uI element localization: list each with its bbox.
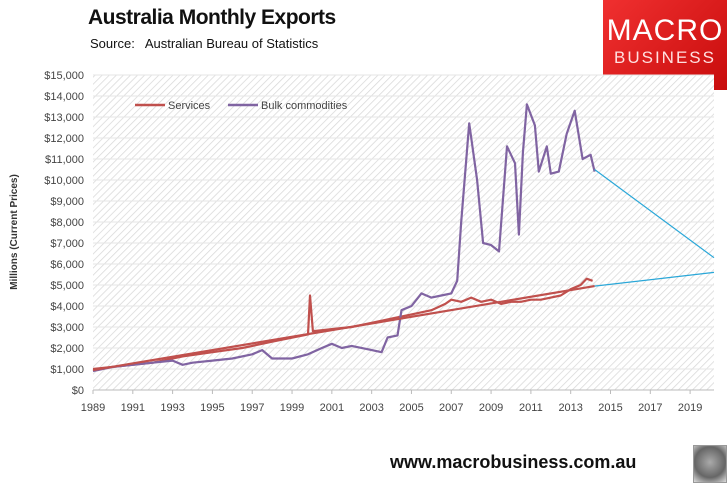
x-tick-label: 2001	[320, 402, 344, 414]
y-tick-label: $0	[72, 385, 84, 397]
x-tick-label: 2009	[479, 402, 503, 414]
x-tick-label: 2017	[638, 402, 662, 414]
x-tick-label: 2005	[399, 402, 423, 414]
y-tick-label: $5,000	[50, 280, 84, 292]
y-tick-label: $2,000	[50, 343, 84, 355]
x-tick-label: 2003	[359, 402, 383, 414]
x-tick-label: 2007	[439, 402, 463, 414]
x-tick-label: 1997	[240, 402, 264, 414]
y-tick-label: $15,000	[44, 70, 84, 82]
series-line-bulk-commodities	[92, 103, 596, 373]
legend-label: Services	[168, 100, 211, 112]
y-tick-label: $13,000	[44, 112, 84, 124]
y-tick-label: $3,000	[50, 322, 84, 334]
y-tick-label: $12,000	[44, 133, 84, 145]
x-tick-label: 1999	[280, 402, 304, 414]
y-tick-label: $8,000	[50, 217, 84, 229]
trendline-1	[594, 271, 715, 287]
y-axis-label: Millions (Current Prices)	[9, 174, 20, 290]
y-tick-label: $11,000	[45, 154, 84, 166]
y-tick-label: $6,000	[50, 259, 84, 271]
trendline-0	[92, 285, 595, 372]
y-tick-label: $4,000	[50, 301, 84, 313]
fox-logo-icon	[693, 445, 727, 483]
y-tick-label: $1,000	[50, 364, 84, 376]
x-tick-label: 1991	[121, 402, 145, 414]
logo-line1: MACRO	[606, 14, 724, 47]
x-tick-label: 2011	[519, 402, 543, 414]
website-url: www.macrobusiness.com.au	[390, 452, 637, 472]
chart-source: Source: Australian Bureau of Statistics	[90, 36, 318, 51]
source-label: Source:	[90, 36, 135, 51]
x-tick-label: 1993	[160, 402, 184, 414]
y-tick-label: $9,000	[50, 196, 84, 208]
y-tick-label: $10,000	[44, 175, 84, 187]
chart-title: Australia Monthly Exports	[88, 6, 336, 29]
x-tick-label: 1989	[81, 402, 105, 414]
x-tick-label: 1995	[200, 402, 224, 414]
x-tick-label: 2013	[558, 402, 582, 414]
y-tick-label: $7,000	[50, 238, 84, 250]
y-tick-label: $14,000	[44, 91, 84, 103]
x-tick-label: 2019	[678, 402, 702, 414]
x-tick-label: 2015	[598, 402, 622, 414]
legend-label: Bulk commodities	[261, 100, 348, 112]
logo-line2: BUSINESS	[614, 48, 716, 67]
series-line-services	[92, 277, 593, 371]
plot-area	[93, 75, 714, 390]
trendline-2	[594, 169, 715, 259]
source-text: Australian Bureau of Statistics	[144, 36, 319, 51]
macrobusiness-logo: MACRO BUSINESS	[603, 0, 727, 90]
